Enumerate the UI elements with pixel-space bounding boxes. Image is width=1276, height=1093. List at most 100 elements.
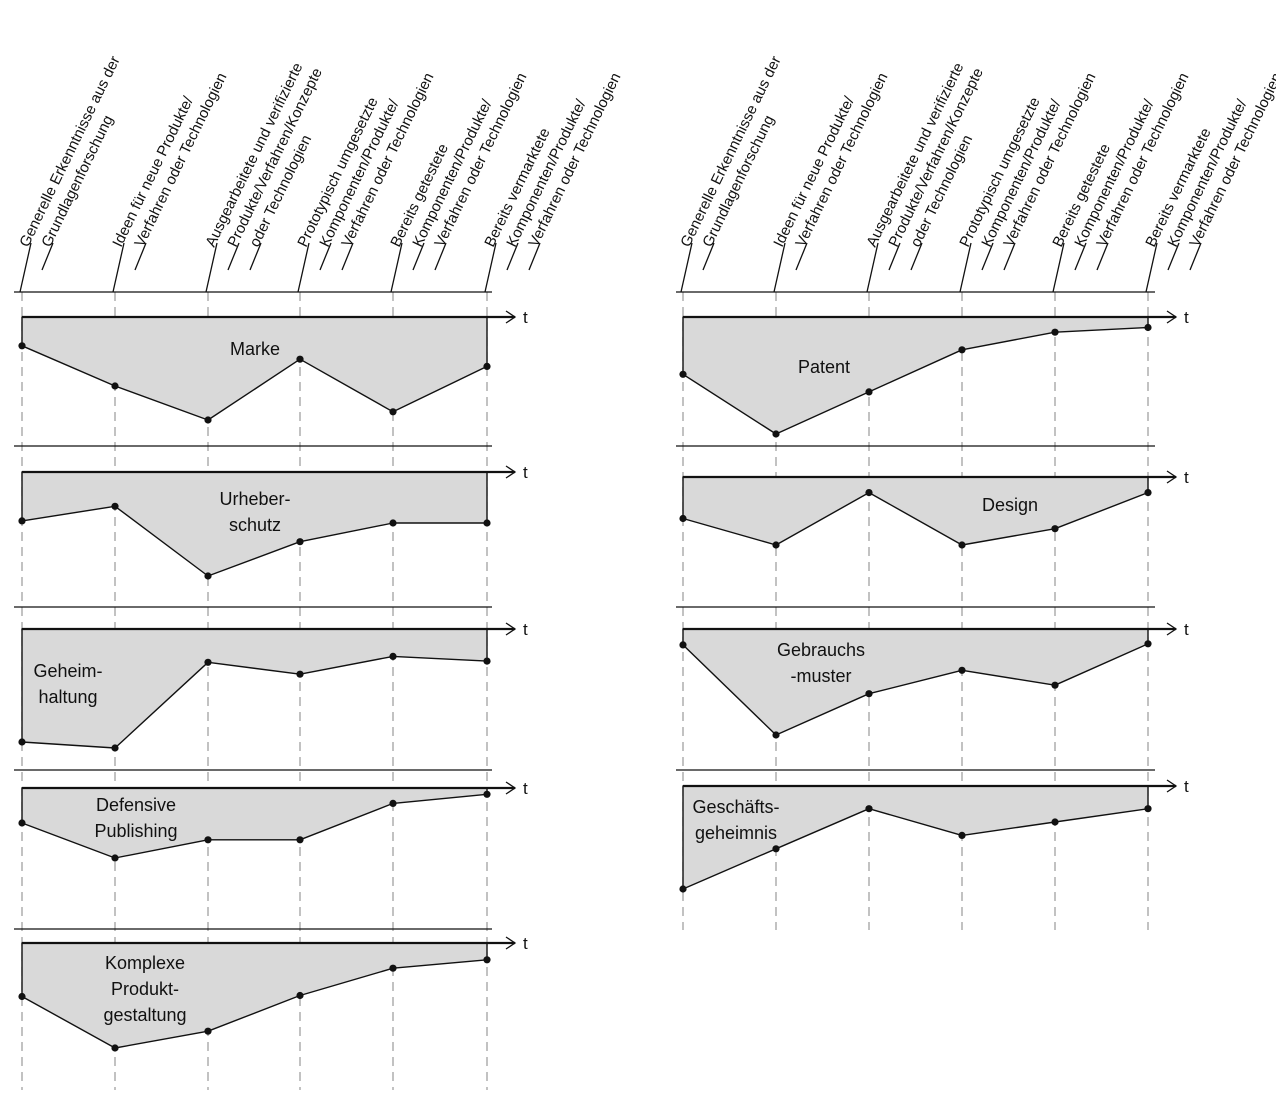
stage-tick: [249, 242, 262, 271]
level-point-1: [679, 641, 687, 649]
panel-patent: t Patent: [676, 308, 1189, 447]
stage-tick: [205, 242, 218, 293]
level-point-4: [958, 831, 966, 840]
panel-area: [21, 316, 488, 421]
stage-header-line: Generelle Erkenntnisse aus der: [677, 53, 784, 249]
stage-tick: [773, 242, 786, 293]
panel-geschaeftsgeheimnis: t Geschäfts-geheimnis: [679, 777, 1189, 893]
panel-area: [682, 476, 1149, 546]
stage-header-left-4: Prototypisch umgesetzteKomponenten/Produ…: [294, 70, 438, 293]
panel-label: Design: [982, 495, 1038, 515]
panel-label: Komplexe: [105, 953, 185, 973]
level-point-1: [679, 514, 687, 523]
panel-label: haltung: [38, 687, 97, 707]
level-point-1: [18, 517, 26, 525]
stage-tick: [680, 242, 693, 293]
time-axis-label: t: [1184, 777, 1189, 796]
level-point-4: [296, 670, 304, 678]
panel-label: Defensive: [96, 795, 176, 815]
panel-label: Publishing: [94, 821, 177, 841]
time-axis-arrow: [505, 781, 517, 795]
panel-label: geheimnis: [695, 823, 777, 843]
stage-tick: [528, 242, 541, 271]
stage-tick: [341, 242, 354, 271]
stage-tick: [412, 242, 425, 271]
stage-tick: [702, 242, 715, 271]
level-point-6: [1144, 489, 1152, 497]
level-point-5: [389, 964, 397, 972]
stage-header-right-1: Generelle Erkenntnisse aus derGrundlagen…: [677, 53, 785, 293]
level-point-2: [111, 502, 119, 510]
stage-headers: Generelle Erkenntnisse aus derGrundlagen…: [14, 53, 1276, 293]
stage-tick: [1052, 242, 1065, 293]
stage-tick: [866, 242, 879, 293]
panel-label: Urheber-: [219, 489, 290, 509]
time-axis-arrow: [505, 936, 517, 950]
stage-tick: [390, 242, 403, 293]
level-point-1: [18, 992, 26, 1001]
level-point-4: [296, 355, 304, 363]
time-axis-arrow: [505, 310, 517, 324]
level-point-4: [958, 541, 966, 549]
stage-tick: [1003, 242, 1016, 271]
time-axis-arrow: [1166, 310, 1178, 324]
stage-header-left-2: Ideen für neue Produkte/Verfahren oder T…: [109, 70, 231, 293]
stage-tick: [1167, 242, 1180, 271]
stage-header-left-1: Generelle Erkenntnisse aus derGrundlagen…: [16, 53, 124, 293]
panel-komplexe-produktgestaltung: t Komplexe Produkt-gestaltung: [18, 934, 528, 1052]
level-point-3: [865, 489, 873, 497]
panel-label: Produkt-: [111, 979, 179, 999]
level-point-6: [483, 956, 491, 964]
panels: t Marke t Urheber-schutz t Geheim-haltung t Def…: [14, 308, 1189, 1052]
time-axis-arrow: [1166, 779, 1178, 793]
level-point-1: [18, 342, 26, 350]
panel-area: [682, 316, 1149, 435]
panel-label: gestaltung: [103, 1005, 186, 1025]
panel-area: [682, 628, 1149, 736]
level-point-5: [389, 799, 397, 808]
level-point-3: [204, 416, 212, 424]
stage-tick: [41, 242, 54, 271]
panel-label: Patent: [798, 357, 850, 377]
panel-label: schutz: [229, 515, 281, 535]
level-point-5: [1051, 818, 1059, 826]
panel-label: Geheim-: [33, 661, 102, 681]
level-point-2: [772, 731, 780, 739]
time-axis-arrow: [505, 465, 517, 479]
level-point-2: [111, 1044, 119, 1052]
level-point-5: [1051, 681, 1059, 689]
level-point-2: [772, 541, 780, 549]
level-point-5: [1051, 525, 1059, 533]
stage-header-right-4: Prototypisch umgesetzteKomponenten/Produ…: [956, 70, 1100, 293]
stage-tick: [1096, 242, 1109, 271]
level-point-4: [296, 991, 304, 1000]
level-point-5: [389, 519, 397, 527]
stage-tick: [888, 242, 901, 271]
level-point-2: [772, 845, 780, 853]
level-point-4: [296, 836, 304, 844]
time-axis-label: t: [523, 620, 528, 639]
stage-tick: [1189, 242, 1202, 271]
level-point-4: [958, 346, 966, 354]
stage-tick: [484, 242, 497, 293]
panel-gebrauchsmuster: t Gebrauchs -muster: [676, 620, 1189, 771]
time-axis-label: t: [523, 308, 528, 327]
level-point-5: [389, 652, 397, 661]
level-point-3: [204, 1027, 212, 1035]
level-point-3: [865, 805, 873, 813]
level-point-4: [958, 666, 966, 674]
level-point-6: [483, 519, 491, 527]
time-axis-label: t: [523, 934, 528, 953]
level-point-6: [1144, 640, 1152, 648]
level-point-6: [483, 362, 491, 370]
time-axis-arrow: [505, 622, 517, 636]
stage-tick: [297, 242, 310, 293]
time-axis-label: t: [1184, 308, 1189, 327]
level-point-2: [772, 430, 780, 438]
time-axis-arrow: [1166, 470, 1178, 484]
level-point-5: [389, 408, 397, 416]
stage-tick: [1145, 242, 1158, 293]
stage-tick: [319, 242, 332, 271]
level-point-2: [111, 744, 119, 752]
level-point-6: [1144, 805, 1152, 813]
